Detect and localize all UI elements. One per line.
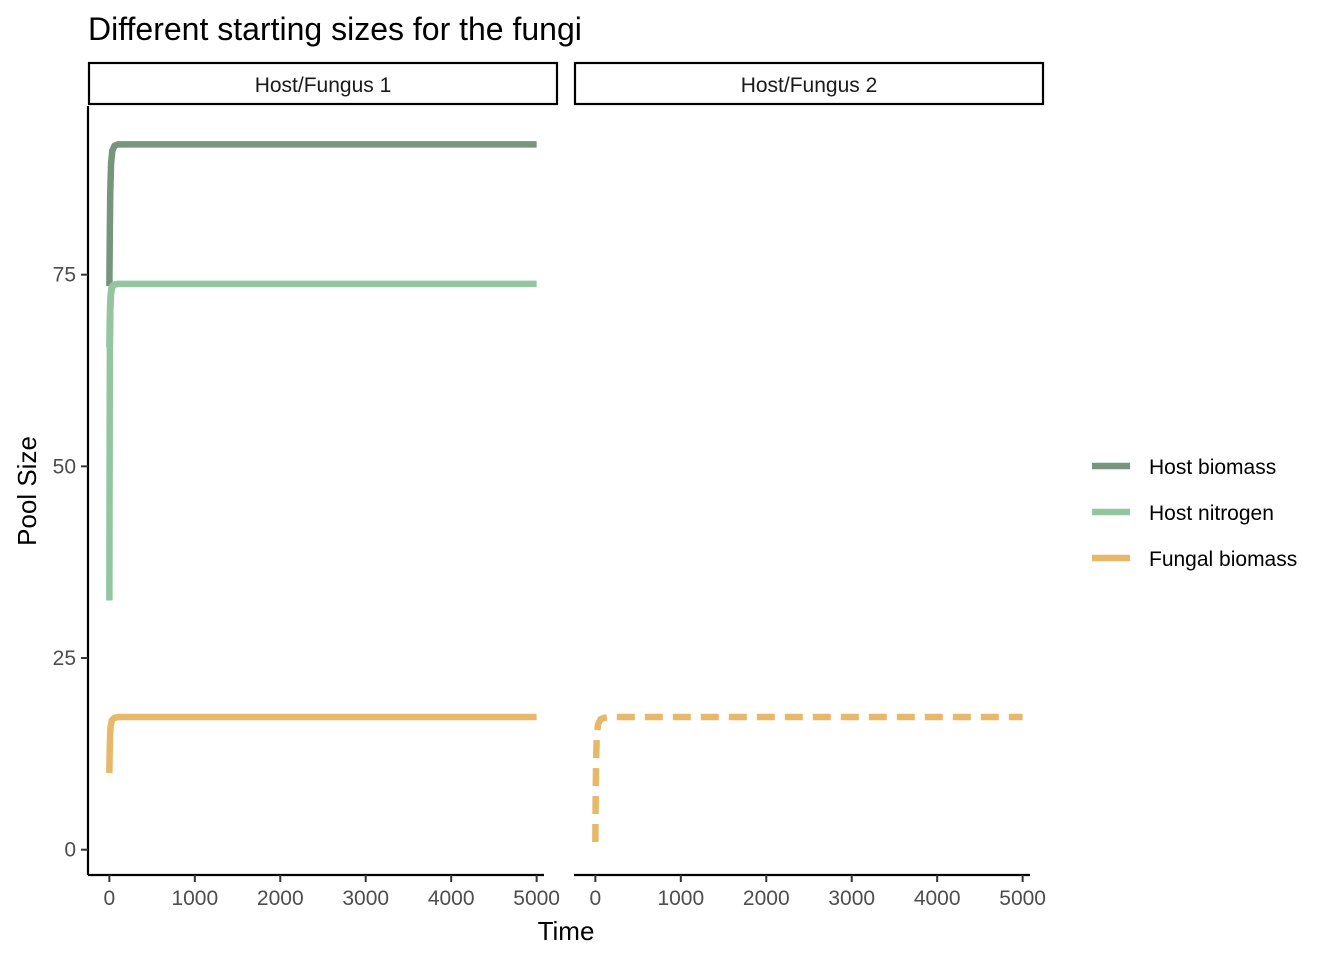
chart-title: Different starting sizes for the fungi	[88, 11, 582, 47]
x-tick-label: 2000	[257, 887, 304, 910]
legend-item: Host nitrogen	[1092, 502, 1274, 525]
facet-strip-label: Host/Fungus 2	[741, 74, 878, 97]
series-line-host-nitrogen	[106, 280, 119, 348]
x-tick-label: 2000	[743, 887, 790, 910]
x-tick-label: 1000	[171, 887, 218, 910]
facet-strip-box	[87, 61, 559, 106]
facet-strip-box	[573, 61, 1045, 106]
y-axis-title: Pool Size	[12, 436, 42, 546]
x-tick-label: 5000	[513, 887, 560, 910]
x-tick-label: 1000	[657, 887, 704, 910]
y-tick-label: 50	[53, 455, 76, 478]
series-line-fungal-biomass	[592, 713, 1023, 843]
x-axis-title: Time	[538, 916, 595, 946]
facet-panels: Host/Fungus 1 0 1000 2000 3000 4000 5000 0 25 50 7…	[53, 61, 1046, 910]
facet-panel-2: Host/Fungus 2 0 1000 2000 3000 4000 5000	[573, 61, 1046, 910]
legend-item: Host biomass	[1092, 456, 1276, 479]
x-tick-label: 4000	[428, 887, 475, 910]
x-tick-label: 0	[104, 887, 116, 910]
x-tick-label: 0	[590, 887, 602, 910]
facet-strip-label: Host/Fungus 1	[255, 74, 392, 97]
y-tick-label: 25	[53, 647, 76, 670]
legend-label: Host biomass	[1149, 456, 1276, 479]
series-line-fungal-biomass	[106, 713, 537, 774]
legend: Host biomass Host nitrogen Fungal biomass	[1092, 456, 1297, 571]
y-tick-label: 75	[53, 264, 76, 287]
x-tick-label: 3000	[342, 887, 389, 910]
legend-label: Host nitrogen	[1149, 502, 1274, 525]
y-tick-label: 0	[64, 839, 76, 862]
facet-panel-1: Host/Fungus 1 0 1000 2000 3000 4000 5000 0 25 50 7…	[53, 61, 560, 910]
legend-label: Fungal biomass	[1149, 548, 1297, 571]
x-tick-label: 3000	[828, 887, 875, 910]
series-line-host-biomass	[106, 141, 537, 287]
legend-item: Fungal biomass	[1092, 548, 1297, 571]
series-line-host-nitrogen	[106, 280, 537, 601]
x-tick-label: 5000	[999, 887, 1046, 910]
x-tick-label: 4000	[914, 887, 961, 910]
